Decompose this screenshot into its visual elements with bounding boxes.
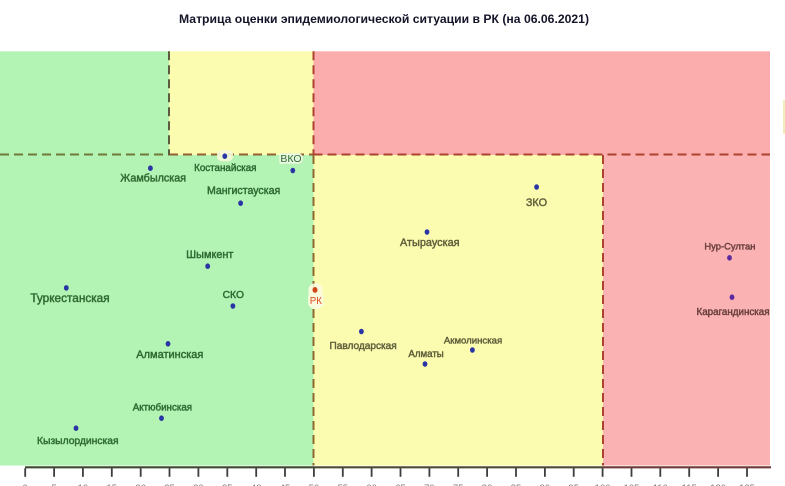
svg-text:60: 60 (366, 483, 377, 486)
svg-text:Матрица оценки эпидемиологичес: Матрица оценки эпидемиологической ситуац… (179, 12, 589, 26)
svg-text:90: 90 (540, 483, 551, 486)
svg-text:Алматы: Алматы (408, 349, 443, 360)
svg-text:0: 0 (23, 483, 28, 486)
svg-text:75: 75 (453, 483, 464, 486)
svg-text:РК: РК (310, 296, 322, 307)
svg-text:ЗКО: ЗКО (526, 197, 547, 209)
svg-text:Кызылординская: Кызылординская (37, 436, 119, 447)
svg-text:70: 70 (424, 483, 435, 486)
svg-text:Карагандинская: Карагандинская (696, 307, 769, 318)
svg-text:125: 125 (739, 483, 755, 486)
svg-text:115: 115 (682, 483, 697, 486)
svg-text:50: 50 (309, 483, 320, 486)
svg-text:95: 95 (568, 483, 579, 486)
svg-text:Акмолинская: Акмолинская (444, 335, 502, 346)
svg-text:Туркестанская: Туркестанская (30, 291, 109, 305)
svg-text:35: 35 (222, 483, 233, 486)
svg-text:55: 55 (338, 483, 349, 486)
svg-text:85: 85 (511, 483, 522, 486)
svg-text:30: 30 (193, 483, 204, 486)
svg-text:105: 105 (624, 483, 640, 486)
svg-text:25: 25 (164, 483, 175, 486)
svg-text:100: 100 (595, 483, 611, 486)
svg-text:Жамбылская: Жамбылская (120, 173, 186, 185)
svg-text:40: 40 (251, 483, 262, 486)
svg-text:Актюбинская: Актюбинская (133, 402, 192, 413)
svg-text:45: 45 (280, 483, 291, 486)
svg-text:СКО: СКО (223, 290, 244, 301)
svg-text:5: 5 (51, 483, 56, 486)
svg-text:20: 20 (135, 483, 146, 486)
svg-text:ВКО: ВКО (280, 153, 301, 165)
svg-text:120: 120 (710, 483, 726, 486)
svg-text:Атырауская: Атырауская (400, 237, 460, 249)
svg-text:Алматинская: Алматинская (136, 349, 203, 361)
svg-text:80: 80 (482, 483, 493, 486)
svg-text:10: 10 (78, 483, 89, 486)
svg-text:65: 65 (395, 483, 406, 486)
svg-text:Шымкент: Шымкент (186, 249, 233, 261)
svg-text:Мангистауская: Мангистауская (207, 185, 280, 197)
svg-text:Нур-Султан: Нур-Султан (704, 241, 755, 252)
svg-text:Павлодарская: Павлодарская (329, 341, 396, 352)
svg-text:Костанайская: Костанайская (194, 163, 256, 174)
svg-text:15: 15 (107, 483, 118, 486)
svg-text:110: 110 (653, 483, 668, 486)
